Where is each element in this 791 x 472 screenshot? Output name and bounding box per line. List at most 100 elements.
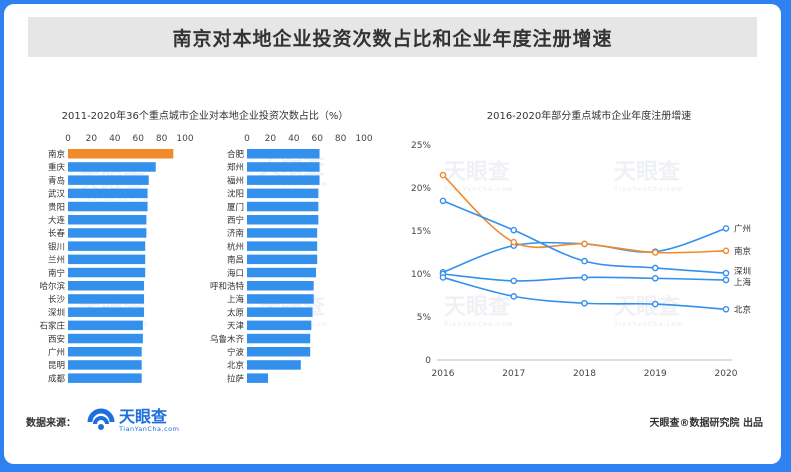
bar-category-label: 郑州 xyxy=(227,162,244,173)
bar xyxy=(68,360,142,370)
series-line xyxy=(442,227,727,274)
bar xyxy=(68,347,142,357)
series-point xyxy=(439,197,447,205)
bar xyxy=(68,333,143,344)
series-point xyxy=(510,277,518,285)
bar xyxy=(68,149,174,159)
bar-category-label: 太原 xyxy=(227,307,244,318)
line-x-tick-label: 2018 xyxy=(573,369,596,379)
bar-category-label: 大连 xyxy=(48,215,66,226)
line-x-tick-label: 2017 xyxy=(502,369,525,379)
series-point xyxy=(722,247,730,255)
chart-canvas: 2011-2020年36个重点城市企业对本地企业投资次数占比（%） 0 20 40 60… xyxy=(39,109,752,384)
series-point xyxy=(510,293,518,300)
series-point xyxy=(510,238,518,246)
tianyancha-logo: 天眼查 TianYanCha.com xyxy=(86,408,179,434)
bar-category-label: 沈阳 xyxy=(227,189,244,200)
bar-chart-title: 2011-2020年36个重点城市企业对本地企业投资次数占比（%） xyxy=(62,109,349,122)
bar xyxy=(68,241,146,251)
series-point xyxy=(722,276,730,284)
bar-category-label: 厦门 xyxy=(227,202,244,213)
series-point xyxy=(581,257,588,265)
bar-category-label: 福州 xyxy=(227,175,244,186)
bar xyxy=(247,254,318,265)
bar xyxy=(247,215,319,225)
bar-category-label: 南京 xyxy=(48,149,65,160)
bar-category-label: 青岛 xyxy=(48,175,65,186)
series-point xyxy=(510,226,518,234)
series-point xyxy=(581,274,588,281)
bar-category-label: 乌鲁木齐 xyxy=(210,334,245,345)
logo-mark-icon xyxy=(86,408,116,434)
bar-x-tick-label: 0 xyxy=(244,134,250,144)
bar-category-label: 济南 xyxy=(227,228,244,239)
chart-frame: 南京对本地企业投资次数占比和企业年度注册增速 天眼查TianYanCha.com… xyxy=(4,4,781,464)
bar-x-tick-label: 40 xyxy=(288,134,300,144)
bar-category-label: 上海 xyxy=(227,294,245,305)
bar xyxy=(247,333,311,344)
logo-text-en: TianYanCha.com xyxy=(119,425,180,433)
bar-category-label: 长春 xyxy=(48,228,66,239)
line-y-tick-label: 0 xyxy=(425,356,431,366)
series-label: 上海 xyxy=(734,277,752,288)
bar-category-label: 海口 xyxy=(227,268,244,279)
bar xyxy=(247,175,320,185)
series-label: 南京 xyxy=(734,246,751,257)
bar xyxy=(68,175,149,185)
bar xyxy=(247,162,320,172)
series-label: 北京 xyxy=(734,304,751,315)
bar-category-label: 西宁 xyxy=(227,215,244,226)
line-y-tick-label: 15% xyxy=(411,227,431,237)
bar-category-label: 武汉 xyxy=(48,189,66,200)
bar xyxy=(247,347,311,357)
series-point xyxy=(651,274,659,282)
bar xyxy=(247,241,318,251)
line-x-tick-label: 2019 xyxy=(644,369,667,379)
bar-category-label: 广州 xyxy=(48,347,65,358)
bar xyxy=(247,373,269,383)
line-y-tick-label: 25% xyxy=(411,141,431,151)
bar xyxy=(68,215,147,225)
bar-category-label: 呼和浩特 xyxy=(210,281,245,292)
bar-x-tick-label: 60 xyxy=(311,134,323,144)
bar xyxy=(247,360,301,370)
bar-category-label: 石家庄 xyxy=(39,321,65,332)
series-point xyxy=(651,264,659,272)
series-point xyxy=(722,225,730,232)
bar-category-label: 北京 xyxy=(227,360,244,371)
bar xyxy=(68,254,146,265)
bar xyxy=(68,320,143,331)
bar-category-label: 拉萨 xyxy=(227,373,245,384)
series-point xyxy=(722,269,730,277)
series-point xyxy=(581,240,588,248)
bar-category-label: 长沙 xyxy=(48,294,66,305)
line-y-tick-label: 5% xyxy=(417,313,432,323)
bar xyxy=(247,294,314,304)
series-point xyxy=(439,171,447,179)
bar-category-label: 重庆 xyxy=(48,162,66,173)
bar-x-tick-label: 20 xyxy=(86,134,98,144)
line-x-tick-label: 2020 xyxy=(715,369,738,379)
series-point xyxy=(581,299,588,307)
bar xyxy=(247,149,320,159)
bar-x-tick-label: 100 xyxy=(176,134,193,144)
title-bar: 南京对本地企业投资次数占比和企业年度注册增速 xyxy=(28,17,757,57)
bar-category-label: 杭州 xyxy=(227,241,244,252)
series-label: 广州 xyxy=(734,223,751,234)
bar xyxy=(247,188,319,199)
bar-category-label: 深圳 xyxy=(48,307,65,318)
bar-x-tick-label: 80 xyxy=(156,134,168,144)
series-point xyxy=(722,305,730,313)
bar-x-tick-label: 20 xyxy=(265,134,277,144)
bar-category-label: 贵阳 xyxy=(48,202,65,213)
bar-category-label: 哈尔滨 xyxy=(39,281,65,292)
line-y-tick-label: 10% xyxy=(411,270,431,280)
bar-category-label: 合肥 xyxy=(227,149,245,160)
page-title: 南京对本地企业投资次数占比和企业年度注册增速 xyxy=(172,27,613,50)
bar-category-label: 昆明 xyxy=(48,361,65,371)
bar-x-tick-label: 100 xyxy=(355,134,372,144)
bar xyxy=(68,281,145,291)
bar xyxy=(68,201,148,212)
bar-category-label: 天津 xyxy=(227,321,245,332)
